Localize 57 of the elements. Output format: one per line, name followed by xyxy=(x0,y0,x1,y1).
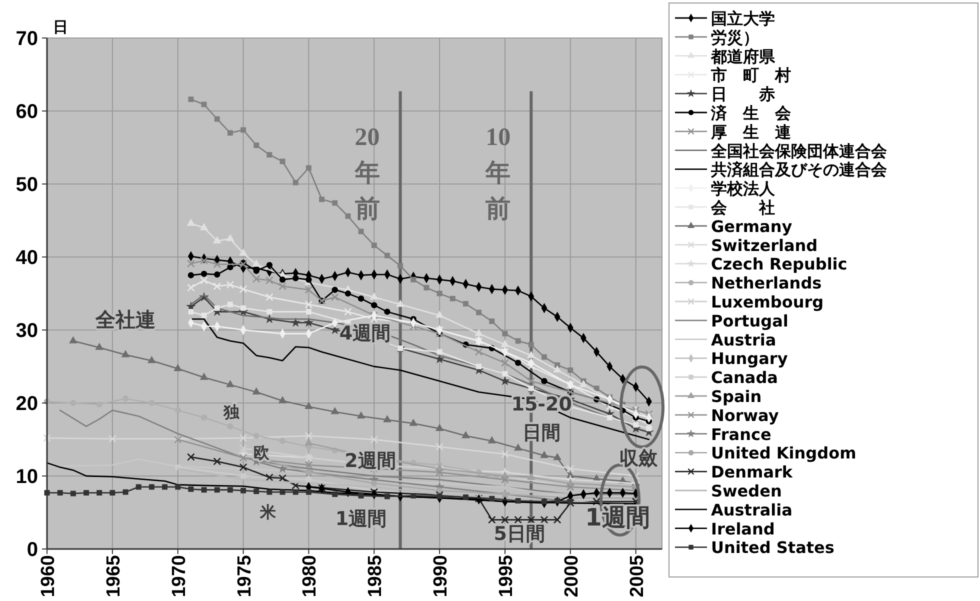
legend-label: Hungary xyxy=(711,349,788,368)
legend-label: Czech Republic xyxy=(711,254,848,274)
legend-label: 市 町 村 xyxy=(710,66,791,85)
annotation: 1週間 xyxy=(335,508,387,530)
y-tick-label: 40 xyxy=(16,247,38,269)
y-tick-label: 30 xyxy=(16,320,38,342)
legend-label: United States xyxy=(711,538,834,558)
legend-label: 学校法人 xyxy=(711,179,776,198)
annotation: 米 xyxy=(259,502,278,522)
legend-label: 都道府県 xyxy=(710,46,776,66)
y-axis-title: 日 xyxy=(53,18,68,36)
legend-label: United Kingdom xyxy=(711,444,856,463)
legend-label: Germany xyxy=(711,216,793,236)
x-tick-label: 1980 xyxy=(300,555,321,598)
annotation: 全社連 xyxy=(94,307,156,332)
annotation: 2週間 xyxy=(344,450,396,472)
x-tick-label: 2000 xyxy=(561,555,582,598)
legend-label: Spain xyxy=(711,387,762,406)
legend-label: 会 社 xyxy=(710,198,775,217)
x-tick-label: 1985 xyxy=(365,554,386,598)
legend-label: Netherlands xyxy=(711,274,822,293)
legend-label: 労災） xyxy=(711,28,759,47)
legend-label: 国立大学 xyxy=(711,9,775,28)
x-tick-label: 1960 xyxy=(38,555,59,598)
annotation: 収斂 xyxy=(619,447,658,470)
legend-label: Canada xyxy=(711,368,778,388)
x-tick-label: 1995 xyxy=(496,554,517,598)
legend-label: Ireland xyxy=(711,519,775,538)
legend-label: Australia xyxy=(711,500,792,520)
legend-label: 共済組合及びその連合会 xyxy=(710,160,888,180)
y-tick-label: 60 xyxy=(16,101,38,123)
ref-line-label: 10年前 xyxy=(484,124,511,223)
y-tick-label: 70 xyxy=(16,28,38,50)
annotation: 独 xyxy=(222,402,240,422)
x-tick-label: 1965 xyxy=(103,554,124,598)
legend-label: Denmark xyxy=(711,462,793,482)
annotation: 欧 xyxy=(254,442,271,462)
legend-label: Norway xyxy=(711,406,780,425)
legend-label: 全国社会保険団体連合会 xyxy=(710,141,888,160)
y-tick-label: 10 xyxy=(16,466,38,488)
ref-line-label: 20年前 xyxy=(354,124,380,223)
legend-label: 済 生 会 xyxy=(710,104,792,122)
y-tick-label: 0 xyxy=(26,539,38,561)
y-tick-label: 20 xyxy=(16,393,38,415)
legend-label: 厚 生 連 xyxy=(710,122,791,142)
legend-label: 日 赤 xyxy=(711,84,775,104)
y-tick-label: 50 xyxy=(16,174,38,196)
legend-label: Portugal xyxy=(711,311,788,330)
x-tick-label: 1975 xyxy=(234,554,256,598)
legend-label: Sweden xyxy=(711,482,782,500)
x-tick-label: 1970 xyxy=(168,555,190,598)
x-tick-label: 1990 xyxy=(430,555,452,598)
legend-label: France xyxy=(711,424,772,444)
x-tick-label: 2005 xyxy=(626,554,648,598)
legend-label: Switzerland xyxy=(711,236,818,255)
legend-label: Austria xyxy=(711,330,776,350)
legend-label: Luxembourg xyxy=(711,292,824,312)
